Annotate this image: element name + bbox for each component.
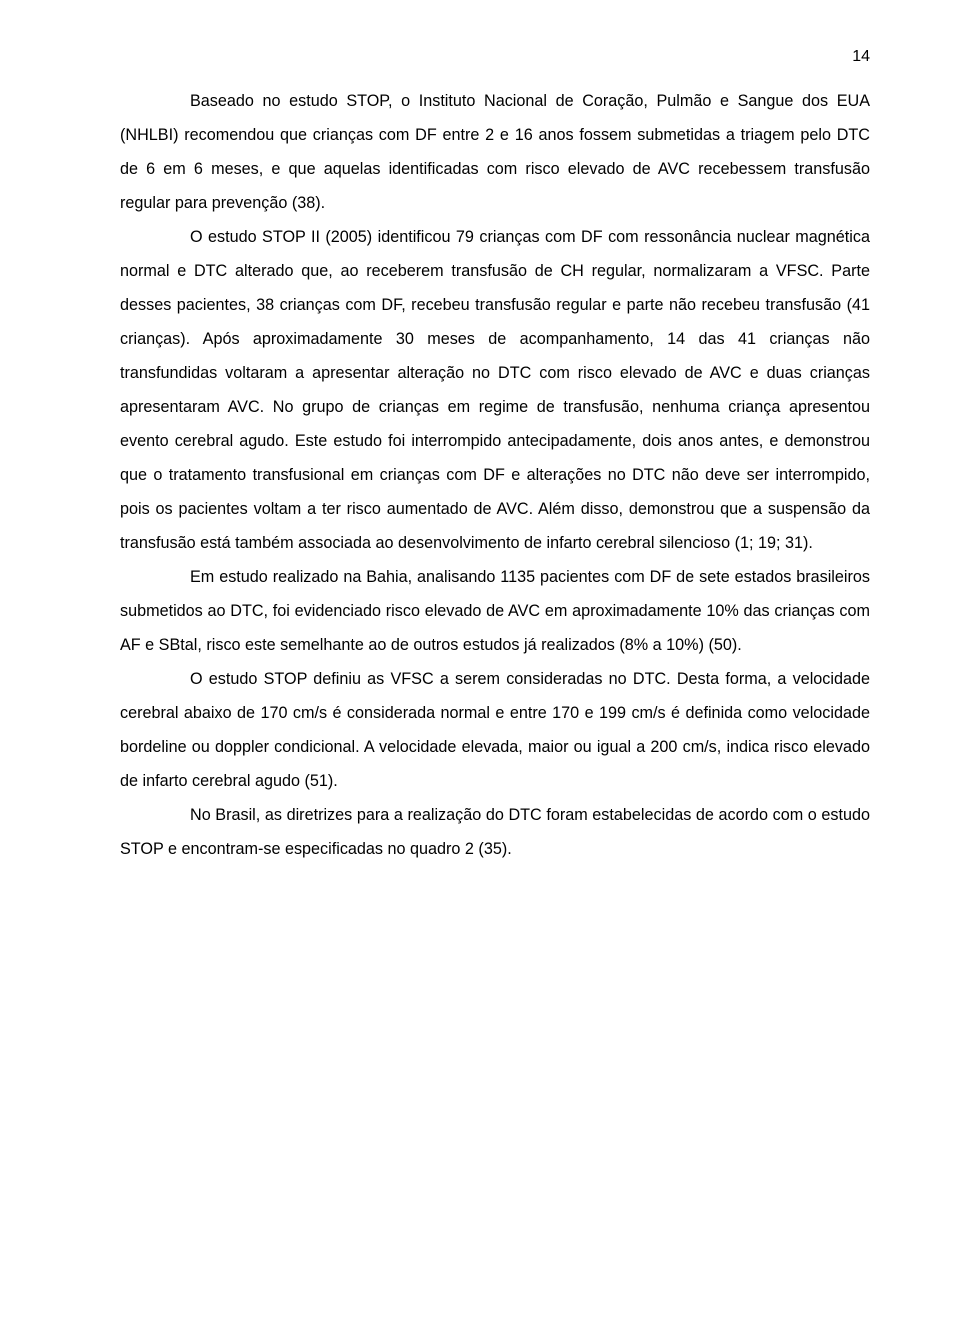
paragraph-2: O estudo STOP II (2005) identificou 79 c… <box>120 220 870 560</box>
paragraph-1: Baseado no estudo STOP, o Instituto Naci… <box>120 84 870 220</box>
paragraph-3: Em estudo realizado na Bahia, analisando… <box>120 560 870 662</box>
page-content: Baseado no estudo STOP, o Instituto Naci… <box>120 50 870 866</box>
paragraph-5: No Brasil, as diretrizes para a realizaç… <box>120 798 870 866</box>
paragraph-4: O estudo STOP definiu as VFSC a serem co… <box>120 662 870 798</box>
body-text: Baseado no estudo STOP, o Instituto Naci… <box>120 84 870 866</box>
